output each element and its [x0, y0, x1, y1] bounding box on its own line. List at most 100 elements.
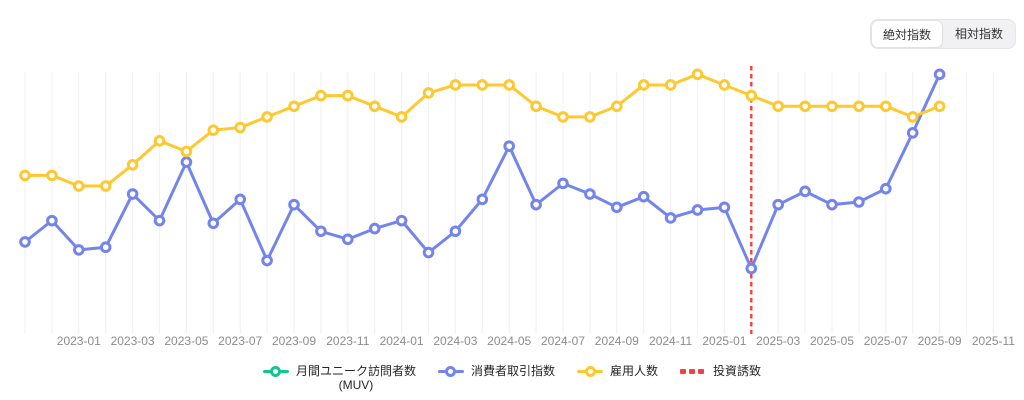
absolute-index-button[interactable]: 絶対指数 — [871, 20, 943, 48]
legend-item-employment-count[interactable]: 雇用人数 — [577, 364, 658, 378]
employment-count-point-2024-05[interactable] — [503, 79, 516, 91]
consumer-transaction-index-point-2023-02[interactable] — [99, 241, 112, 254]
x-tick-label: 2025-01 — [702, 334, 746, 348]
consumer-transaction-index-point-2023-12[interactable] — [368, 222, 381, 235]
consumer-transaction-index-point-2024-08[interactable] — [584, 188, 596, 200]
x-tick-label: 2024-01 — [380, 334, 424, 348]
consumer-transaction-index-point-2023-04[interactable] — [153, 214, 166, 227]
consumer-transaction-index-point-2024-12[interactable] — [691, 204, 704, 216]
consumer-transaction-index-point-2023-07[interactable] — [234, 193, 246, 206]
employment-count-point-2023-06[interactable] — [207, 124, 220, 136]
x-tick-label: 2024-05 — [487, 334, 531, 348]
employment-count-point-2024-07[interactable] — [557, 111, 569, 123]
consumer-transaction-index-point-2024-05[interactable] — [503, 140, 516, 152]
employment-count-point-2025-08[interactable] — [906, 111, 919, 123]
employment-count-point-2024-01[interactable] — [395, 111, 408, 123]
employment-count-point-2024-03[interactable] — [449, 79, 462, 91]
employment-count-point-2023-10[interactable] — [315, 89, 327, 102]
employment-count-point-2023-09[interactable] — [288, 100, 300, 113]
consumer-transaction-index-point-2024-10[interactable] — [637, 190, 650, 203]
employment-count-point-2024-12[interactable] — [691, 68, 704, 81]
employment-count-point-2024-08[interactable] — [584, 111, 596, 123]
employment-count-point-2025-01[interactable] — [718, 79, 731, 91]
consumer-transaction-index-point-2025-06[interactable] — [853, 196, 865, 208]
employment-count-point-2024-09[interactable] — [611, 100, 623, 113]
consumer-transaction-index-point-2025-05[interactable] — [826, 198, 838, 211]
consumer-transaction-index-point-2025-02[interactable] — [745, 262, 758, 275]
employment-count-point-2025-02[interactable] — [745, 89, 758, 102]
legend-label: 月間ユニーク訪問者数 (MUV) — [295, 364, 416, 392]
employment-count-point-2025-09[interactable] — [933, 100, 946, 113]
x-tick-label: 2023-01 — [57, 334, 101, 348]
employment-count-point-2023-03[interactable] — [126, 158, 139, 171]
consumer-transaction-index-point-2024-03[interactable] — [449, 225, 462, 238]
consumer-transaction-index-point-2025-08[interactable] — [906, 127, 919, 139]
consumer-transaction-index-point-2023-03[interactable] — [126, 188, 139, 200]
consumer-transaction-index-point-2023-11[interactable] — [342, 233, 354, 246]
employment-count-point-2023-07[interactable] — [234, 121, 246, 134]
employment-count-point-2025-03[interactable] — [772, 100, 785, 113]
employment-count-point-2023-04[interactable] — [153, 135, 166, 147]
consumer-transaction-index-point-2023-10[interactable] — [315, 225, 327, 238]
consumer-transaction-index-point-2022-12[interactable] — [46, 214, 58, 227]
employment-count-point-2024-10[interactable] — [637, 79, 650, 91]
consumer-transaction-index-point-2023-01[interactable] — [73, 244, 85, 256]
employment-count-point-2022-11[interactable] — [19, 169, 31, 182]
grid-lines — [24, 72, 995, 334]
consumer-transaction-index-point-2024-09[interactable] — [611, 201, 623, 214]
consumer-transaction-index-point-2024-04[interactable] — [476, 193, 489, 206]
employment-count-point-2025-06[interactable] — [853, 100, 865, 113]
legend-dashed-marker-icon — [680, 365, 706, 378]
legend-item-consumer-transaction-index[interactable]: 消費者取引指数 — [437, 364, 555, 378]
employment-count-point-2023-12[interactable] — [368, 100, 381, 113]
consumer-transaction-index-point-2025-01[interactable] — [718, 201, 731, 214]
x-tick-label: 2023-11 — [326, 334, 369, 348]
x-tick-label: 2024-09 — [595, 334, 639, 348]
consumer-transaction-index-point-2025-03[interactable] — [772, 198, 785, 211]
consumer-transaction-index-point-2024-06[interactable] — [530, 198, 542, 211]
consumer-transaction-index-point-2025-07[interactable] — [880, 182, 892, 195]
legend-item-investment-attraction[interactable]: 投資誘致 — [680, 364, 761, 378]
consumer-transaction-index-point-2024-11[interactable] — [664, 212, 677, 224]
employment-count-point-2023-05[interactable] — [180, 145, 193, 158]
legend-line-marker-icon — [437, 365, 464, 378]
employment-count-point-2022-12[interactable] — [46, 169, 58, 182]
legend-item-muv[interactable]: 月間ユニーク訪問者数 (MUV) — [262, 364, 416, 392]
consumer-transaction-index-point-2023-05[interactable] — [180, 156, 193, 168]
employment-count-point-2025-05[interactable] — [826, 100, 838, 113]
employment-count-point-2024-11[interactable] — [664, 79, 677, 91]
consumer-transaction-index-point-2025-09[interactable] — [933, 68, 946, 81]
legend-label: 雇用人数 — [610, 364, 659, 378]
consumer-transaction-index-point-2023-09[interactable] — [288, 198, 300, 211]
x-tick-label: 2025-11 — [972, 334, 1015, 348]
relative-index-button[interactable]: 相対指数 — [943, 20, 1015, 48]
chart-canvas: 2023-01 2023-03 2023-05 2023-07 2023-09 2023-… — [19, 66, 1016, 348]
legend-line-marker-icon — [577, 365, 603, 378]
employment-count-point-2023-11[interactable] — [342, 89, 354, 102]
x-tick-label: 2025-05 — [810, 334, 854, 348]
employment-count-point-2023-08[interactable] — [261, 111, 273, 123]
consumer-transaction-index-point-2022-11[interactable] — [19, 236, 31, 248]
consumer-transaction-index-point-2024-07[interactable] — [557, 177, 569, 190]
consumer-transaction-index-markers — [19, 68, 946, 275]
employment-count-point-2024-02[interactable] — [422, 87, 435, 99]
consumer-transaction-index-point-2023-08[interactable] — [261, 254, 273, 267]
x-tick-label: 2024-07 — [541, 334, 585, 348]
employment-count-point-2023-01[interactable] — [73, 180, 85, 192]
employment-count-point-2024-06[interactable] — [530, 100, 542, 113]
legend-label: 投資誘致 — [713, 364, 762, 378]
x-tick-label: 2025-03 — [756, 334, 800, 348]
legend-line-marker-icon — [262, 365, 289, 378]
employment-count-point-2025-07[interactable] — [880, 100, 892, 113]
consumer-transaction-index-point-2024-01[interactable] — [395, 214, 408, 227]
x-tick-label: 2023-05 — [164, 334, 208, 348]
employment-count-point-2025-04[interactable] — [799, 100, 811, 113]
consumer-transaction-index-point-2025-04[interactable] — [799, 185, 811, 198]
employment-count-markers — [19, 68, 946, 192]
consumer-transaction-index-point-2023-06[interactable] — [207, 217, 220, 230]
x-axis-labels: 2023-01 2023-03 2023-05 2023-07 2023-09 2023-… — [57, 334, 1016, 348]
employment-count-point-2024-04[interactable] — [476, 79, 489, 91]
consumer-transaction-index-point-2024-02[interactable] — [422, 246, 435, 259]
employment-count-point-2023-02[interactable] — [99, 180, 112, 192]
